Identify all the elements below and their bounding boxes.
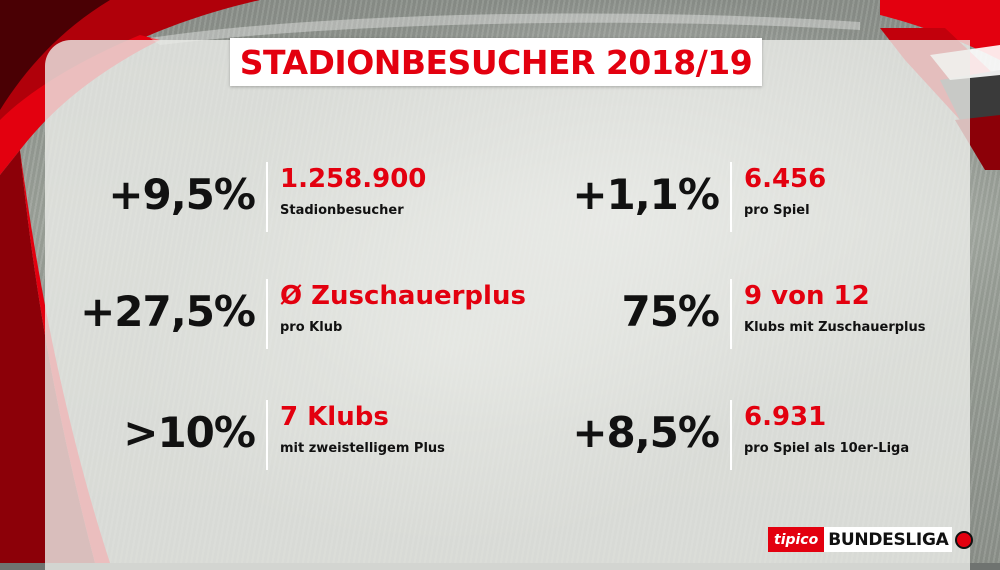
stat-value: Ø Zuschauerplus [280,281,526,311]
ball-icon [955,530,974,549]
stat-label: pro Spiel als 10er-Liga [744,441,910,456]
stat-divider [730,162,732,232]
stat-percent: +9,5% [108,170,256,219]
stat-value: 9 von 12 [744,281,870,311]
stat-label: Stadionbesucher [280,203,404,218]
stat-label: mit zweistelligem Plus [280,441,445,456]
stat-label: pro Spiel [744,203,810,218]
stat-divider [730,400,732,470]
stat-percent: >10% [123,408,256,457]
stat-label: pro Klub [280,320,343,335]
stat-percent: 75% [621,287,720,336]
stat-value: 6.931 [744,402,827,432]
content-panel [45,40,970,570]
stat-label: Klubs mit Zuschauerplus [744,320,926,335]
stat-divider [266,162,268,232]
stat-clubs-with-plus: 75% 9 von 12 Klubs mit Zuschauerplus [464,279,964,351]
stat-percent: +27,5% [80,287,256,336]
tipico-bundesliga-logo: tipico BUNDESLIGA [768,527,974,552]
stat-percent: +8,5% [572,408,720,457]
stat-divider [266,279,268,349]
stat-divider [266,400,268,470]
title-banner: STADIONBESUCHER 2018/19 [230,38,762,86]
stat-per-game: +1,1% 6.456 pro Spiel [464,162,964,234]
stat-attendance-total: +9,5% 1.258.900 Stadionbesucher [0,162,500,234]
stat-value: 7 Klubs [280,402,389,432]
stat-divider [730,279,732,349]
stat-value: 6.456 [744,164,827,194]
stat-percent: +1,1% [572,170,720,219]
league-logo-text: BUNDESLIGA [824,527,953,552]
sponsor-logo: tipico [768,527,825,552]
page-title: STADIONBESUCHER 2018/19 [239,42,753,82]
stat-double-digit-clubs: >10% 7 Klubs mit zweistelligem Plus [0,400,500,472]
stat-10er-liga: +8,5% 6.931 pro Spiel als 10er-Liga [464,400,964,472]
stat-value: 1.258.900 [280,164,427,194]
stat-viewer-plus: +27,5% Ø Zuschauerplus pro Klub [0,279,526,351]
